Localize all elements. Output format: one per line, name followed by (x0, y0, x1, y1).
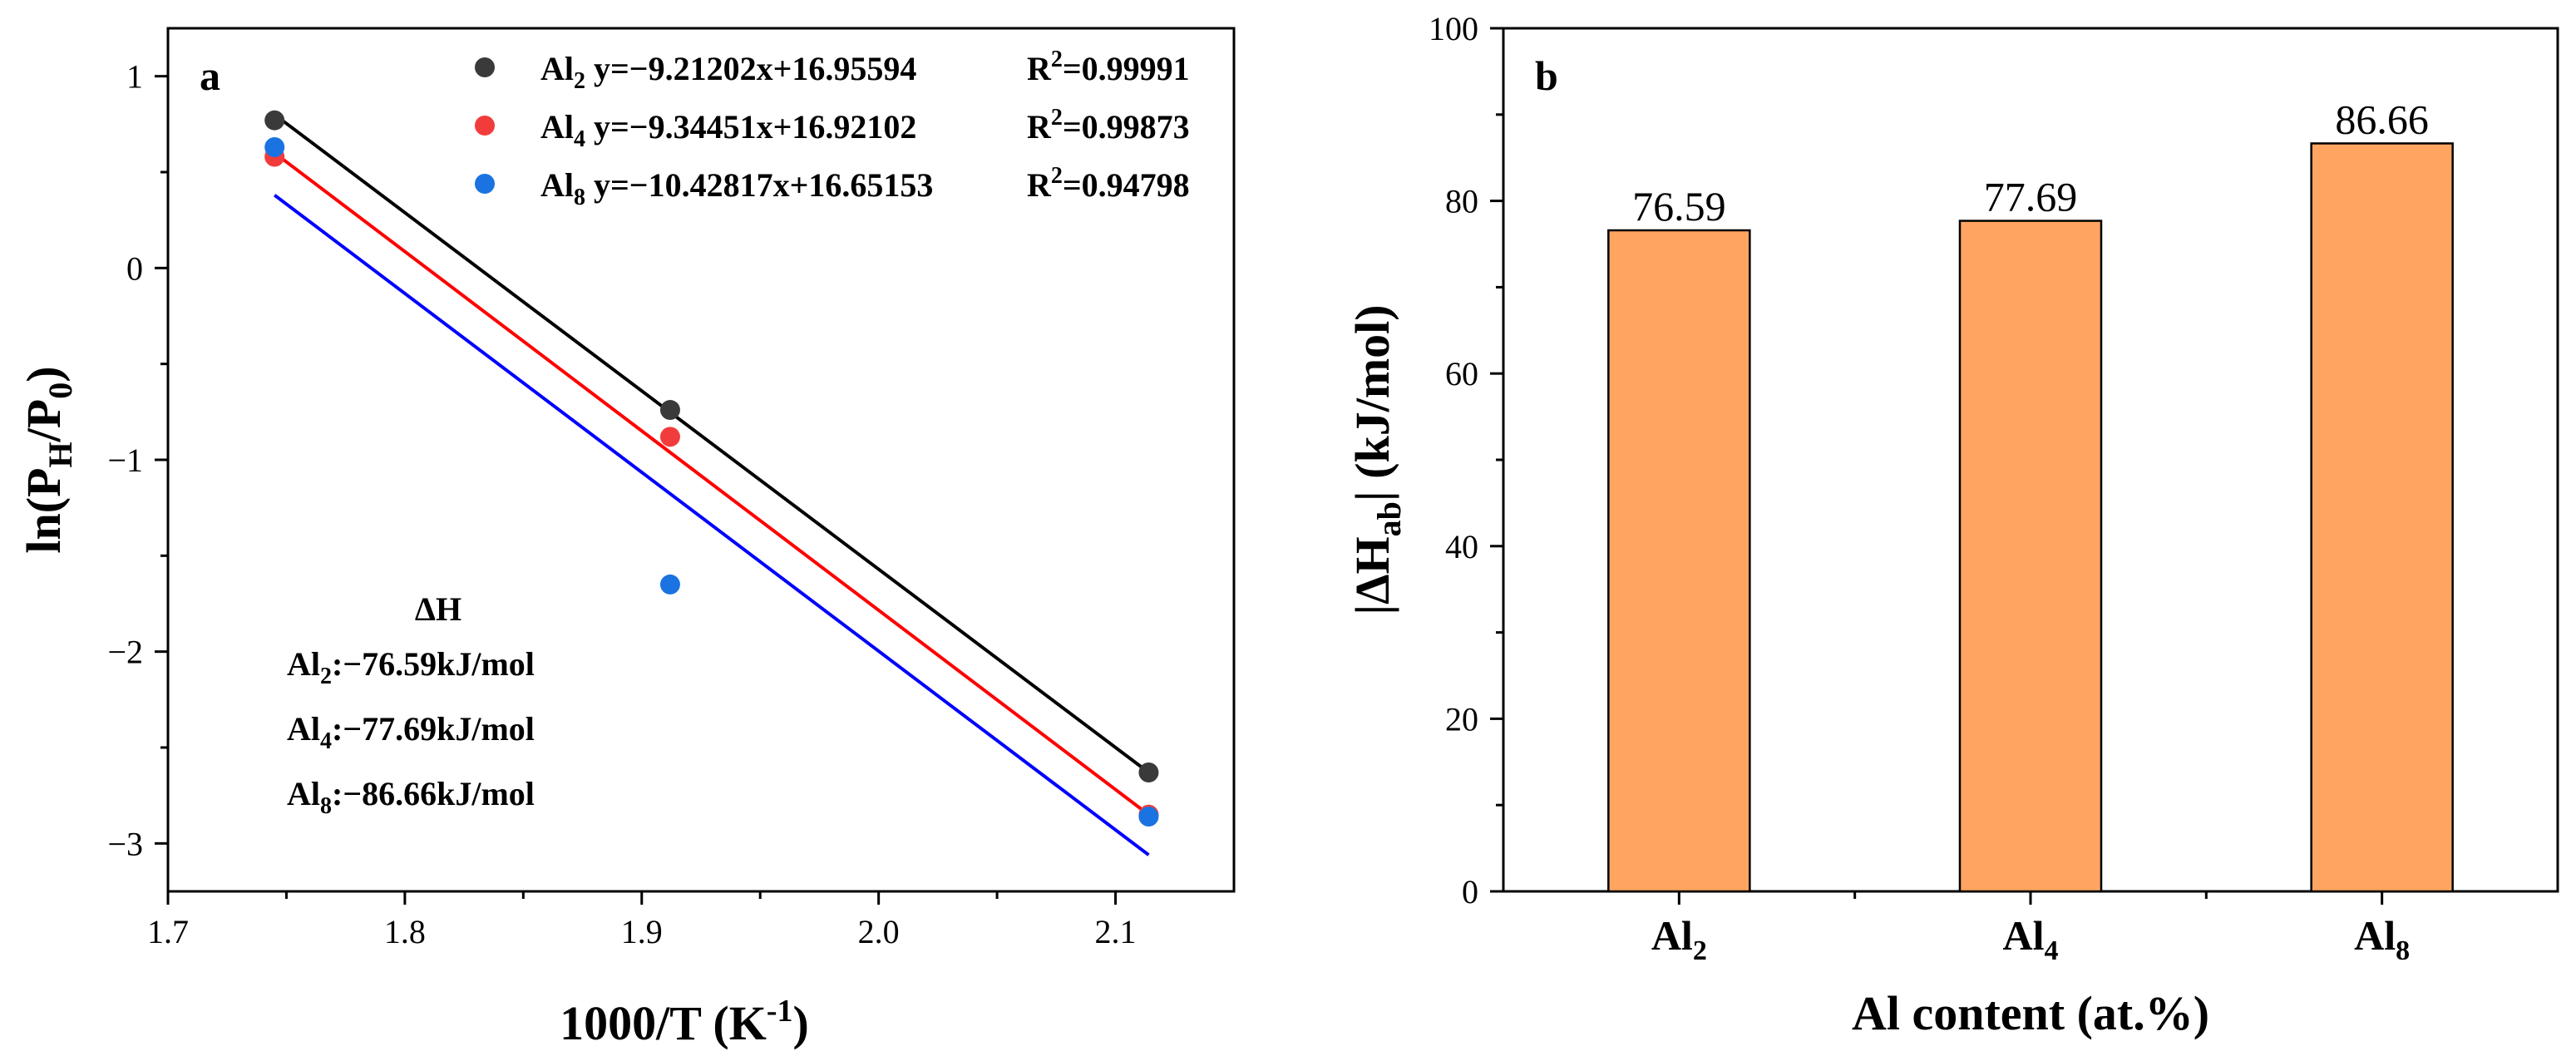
legend-marker (475, 57, 495, 77)
x-tick-label: Al8 (2354, 912, 2410, 966)
y-tick-label: −2 (107, 634, 143, 671)
panel-a-legend: Al2 y=−9.21202x+16.95594 R2=0.99991 Al4 y=… (475, 47, 1190, 210)
panel-b-x-axis-title: Al content (at.%) (1852, 986, 2209, 1040)
y-tick-label: 80 (1445, 183, 1478, 220)
y-tick-label: 20 (1445, 700, 1478, 738)
legend-label: Al8 y=−10.42817x+16.65153 (540, 166, 933, 210)
bar-al4 (1958, 220, 2103, 893)
point-al4 (659, 427, 680, 447)
legend-r-squared: R2=0.94798 (1027, 163, 1190, 204)
y-tick-label: −1 (107, 442, 143, 479)
x-tick-label: 1.8 (384, 913, 426, 950)
fit-line-al4 (273, 151, 1150, 817)
fit-line-al8 (273, 194, 1150, 856)
x-tick-label: 2.1 (1095, 913, 1137, 950)
bar-value-label: 86.66 (2335, 96, 2429, 142)
panel-a-x-axis-title: 1000/T (K-1) (560, 994, 809, 1050)
panel-a-data-points (264, 110, 1159, 827)
annotation-title: ΔH (415, 590, 461, 628)
panel-a-x-ticks: 1.7 1.8 1.9 2.0 2.1 (147, 891, 1137, 950)
panel-b-y-ticks: 0 20 40 60 80 100 (1429, 10, 1503, 910)
x-tick-label: Al2 (1651, 912, 1707, 966)
y-tick-label: 60 (1445, 355, 1478, 392)
y-tick-label: 40 (1445, 528, 1478, 565)
y-tick-label: −3 (107, 825, 143, 862)
legend-entry-al4: Al4 y=−9.34451x+16.92102 R2=0.99873 (475, 105, 1190, 152)
x-tick-label: 1.9 (621, 913, 663, 950)
annotation-line: Al8:−86.66kJ/mol (287, 775, 535, 819)
legend-entry-al2: Al2 y=−9.21202x+16.95594 R2=0.99991 (475, 47, 1190, 94)
y-tick-label: 1 (126, 58, 143, 96)
point-al8 (1138, 807, 1159, 827)
panel-a-fit-lines (273, 113, 1150, 856)
legend-marker (475, 116, 495, 136)
x-tick-label: Al4 (2003, 912, 2059, 966)
panel-a-enthalpy-annotation: ΔH Al2:−76.59kJ/mol Al4:−77.69kJ/mol Al8:−… (287, 590, 535, 819)
legend-label: Al4 y=−9.34451x+16.92102 (540, 108, 916, 152)
panel-b-bar-chart: 76.59 77.69 86.66 0 20 40 60 80 100 Al2 Al4 Al8 b… (1345, 10, 2559, 1040)
panel-b-bars: 76.59 77.69 86.66 (1607, 96, 2454, 893)
point-al2 (1138, 762, 1159, 782)
bar-value-label: 77.69 (1984, 174, 2078, 220)
y-tick-label: 100 (1429, 10, 1478, 47)
point-al2 (264, 110, 285, 131)
x-tick-label: 2.0 (858, 913, 900, 950)
bar-al8 (2310, 142, 2454, 893)
legend-entry-al8: Al8 y=−10.42817x+16.65153 R2=0.94798 (475, 163, 1190, 210)
point-al8 (264, 137, 285, 158)
panel-b-label: b (1535, 52, 1558, 99)
legend-r-squared: R2=0.99991 (1027, 47, 1190, 87)
legend-label: Al2 y=−9.21202x+16.95594 (540, 50, 916, 94)
y-tick-label: 0 (126, 249, 143, 287)
y-tick-label: 0 (1462, 873, 1478, 910)
panel-a-y-axis-title: ln(PH/P0) (17, 366, 79, 553)
annotation-line: Al2:−76.59kJ/mol (287, 645, 535, 689)
legend-marker (475, 174, 495, 194)
fit-line-al2 (273, 113, 1150, 774)
legend-r-squared: R2=0.99873 (1027, 105, 1190, 146)
annotation-line: Al4:−77.69kJ/mol (287, 710, 535, 754)
panel-a-label: a (200, 52, 220, 99)
panel-b-x-ticks: Al2 Al4 Al8 (1651, 891, 2410, 966)
panel-a-plot-frame (166, 27, 1236, 893)
panel-a-y-ticks: 1 0 −1 −2 −3 (107, 58, 168, 862)
panel-a-scatter-plot: 1.7 1.8 1.9 2.0 2.1 1 0 −1 −2 −3 a Al2 y=−9.2120… (17, 27, 1236, 1050)
point-al8 (659, 574, 680, 595)
point-al2 (659, 400, 680, 421)
x-tick-label: 1.7 (147, 913, 189, 950)
panel-b-y-axis-title: |ΔHab| (kJ/mol) (1345, 304, 1408, 614)
bar-value-label: 76.59 (1632, 183, 1726, 229)
bar-al2 (1607, 229, 1751, 893)
